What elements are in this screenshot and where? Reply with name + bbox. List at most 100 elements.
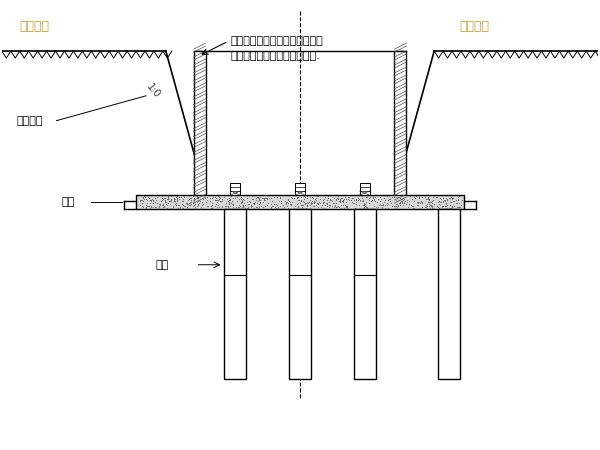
Point: [331, 203, 341, 211]
Point: [190, 196, 199, 203]
Point: [266, 204, 276, 212]
Point: [437, 204, 447, 211]
Point: [164, 194, 173, 201]
Point: [433, 203, 442, 211]
Point: [175, 194, 184, 201]
Point: [376, 198, 385, 205]
Point: [172, 193, 182, 200]
Point: [227, 197, 236, 204]
Point: [150, 194, 160, 201]
Point: [152, 199, 161, 207]
Point: [290, 203, 300, 210]
Point: [341, 204, 350, 211]
Point: [193, 201, 203, 208]
Point: [182, 200, 192, 207]
Point: [377, 201, 386, 208]
Point: [224, 200, 234, 207]
Point: [361, 194, 371, 201]
Point: [351, 197, 361, 204]
Point: [421, 193, 430, 200]
Point: [157, 197, 167, 204]
Point: [206, 202, 216, 209]
Point: [260, 202, 270, 210]
Point: [446, 204, 456, 212]
Point: [361, 202, 370, 209]
Point: [323, 194, 332, 201]
Point: [389, 193, 399, 200]
Point: [416, 198, 426, 205]
Point: [377, 204, 387, 212]
Point: [358, 202, 368, 209]
Point: [350, 204, 359, 212]
Point: [221, 199, 231, 206]
Point: [191, 204, 200, 211]
Point: [400, 199, 409, 206]
Point: [202, 197, 211, 204]
Point: [255, 199, 265, 207]
Point: [259, 196, 269, 203]
Point: [160, 198, 170, 205]
Point: [354, 195, 364, 203]
Point: [306, 201, 316, 208]
Point: [301, 204, 311, 212]
Point: [335, 198, 344, 206]
Point: [368, 195, 378, 202]
Point: [318, 199, 328, 206]
Point: [287, 199, 296, 206]
Bar: [295, 183, 305, 195]
Point: [244, 197, 254, 204]
Point: [212, 204, 221, 211]
Point: [325, 196, 335, 203]
Point: [365, 193, 374, 200]
Point: [260, 196, 270, 203]
Point: [448, 195, 457, 202]
Point: [380, 204, 389, 211]
Point: [322, 196, 332, 203]
Point: [399, 199, 409, 206]
Point: [176, 194, 186, 201]
Point: [178, 202, 188, 209]
Point: [157, 194, 167, 202]
Point: [219, 193, 229, 200]
Point: [407, 202, 417, 210]
Point: [448, 198, 458, 205]
Point: [283, 199, 292, 206]
Point: [167, 195, 176, 203]
Point: [194, 199, 203, 207]
Point: [250, 204, 259, 212]
Point: [388, 194, 397, 201]
Point: [331, 195, 341, 202]
Point: [165, 198, 175, 205]
Point: [212, 195, 221, 202]
Point: [302, 198, 312, 206]
Point: [370, 197, 379, 204]
Point: [344, 193, 354, 200]
Point: [220, 202, 230, 209]
Point: [359, 203, 368, 211]
Point: [424, 195, 433, 203]
Point: [252, 200, 262, 207]
Point: [175, 202, 184, 209]
Point: [257, 202, 266, 210]
Point: [283, 196, 293, 203]
Point: [177, 200, 187, 207]
Point: [433, 198, 443, 206]
Point: [400, 197, 409, 204]
Point: [313, 203, 322, 211]
Point: [423, 198, 433, 206]
Point: [397, 195, 407, 203]
Point: [332, 203, 341, 211]
Point: [453, 197, 463, 204]
Point: [454, 200, 464, 207]
Point: [401, 201, 410, 208]
Point: [383, 196, 392, 203]
Point: [224, 200, 234, 207]
Point: [293, 202, 303, 209]
Point: [296, 196, 306, 203]
Point: [150, 204, 160, 211]
Point: [185, 194, 195, 201]
Point: [212, 200, 221, 207]
Point: [190, 198, 199, 205]
Point: [213, 193, 223, 200]
Point: [143, 193, 152, 200]
